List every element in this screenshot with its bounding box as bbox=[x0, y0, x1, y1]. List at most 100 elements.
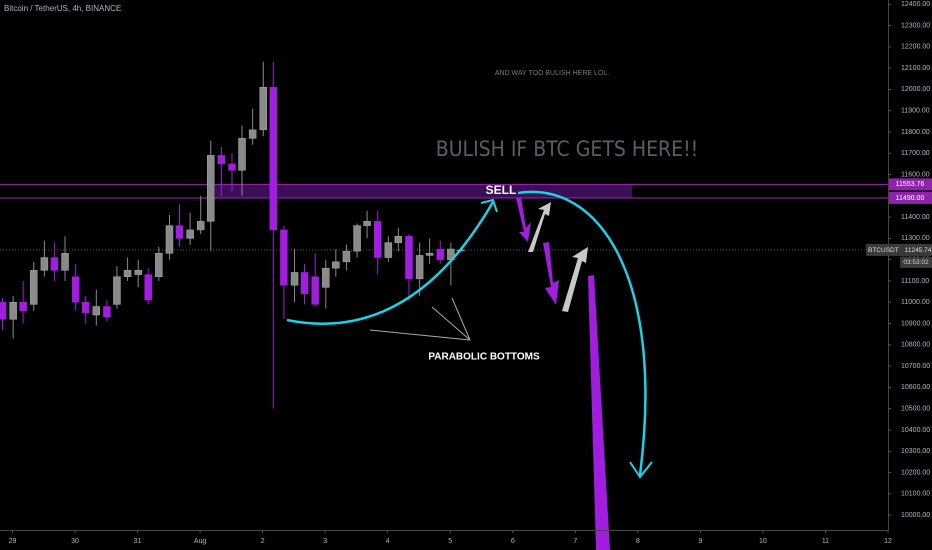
price-tag bbox=[889, 191, 932, 204]
countdown: 03:53:02 bbox=[903, 259, 929, 266]
candle-body bbox=[113, 276, 121, 305]
candle-body bbox=[384, 242, 393, 258]
y-tick-label: 12400.00 bbox=[901, 1, 930, 8]
up-arrow bbox=[562, 247, 588, 312]
y-tick-label: 10200.00 bbox=[901, 469, 930, 476]
x-tick-label: 11 bbox=[822, 538, 829, 545]
y-tick-label: 10900.00 bbox=[901, 320, 930, 327]
y-tick-label: 12100.00 bbox=[901, 65, 930, 72]
drop-curve bbox=[517, 190, 647, 476]
candle-body bbox=[165, 225, 174, 254]
annotation: PARABOLIC BOTTOMS bbox=[428, 352, 540, 363]
price-tag-label: 11490.00 bbox=[896, 195, 925, 202]
price-axis bbox=[888, 0, 932, 550]
y-tick-label: 11900.00 bbox=[901, 108, 930, 115]
candle-body bbox=[9, 301, 17, 320]
annotation: BULISH IF BTC GETS HERE!! bbox=[436, 137, 698, 161]
x-tick-label: 3 bbox=[323, 538, 327, 545]
y-tick-label: 10100.00 bbox=[901, 491, 930, 498]
drawings bbox=[286, 190, 653, 550]
candles bbox=[0, 61, 465, 409]
candle-body bbox=[363, 221, 371, 226]
y-tick-label: 10700.00 bbox=[901, 363, 930, 370]
up-arrow bbox=[528, 202, 551, 252]
arrow-head bbox=[629, 461, 653, 479]
candle-body bbox=[248, 129, 257, 139]
price-tag bbox=[889, 178, 932, 191]
candle-body bbox=[81, 301, 90, 314]
candle-body bbox=[342, 250, 351, 263]
chart-title: Bitcoin / TetherUS, 4h, BINANCE bbox=[4, 4, 121, 13]
y-tick-label: 11100.00 bbox=[901, 278, 929, 285]
x-tick-label: 8 bbox=[636, 538, 640, 545]
candle-body bbox=[332, 261, 340, 269]
candle-body bbox=[311, 276, 319, 305]
candle-body bbox=[206, 155, 215, 222]
y-tick-label: 11700.00 bbox=[901, 150, 930, 157]
annotation: SELL bbox=[486, 183, 517, 197]
price-zone bbox=[215, 184, 632, 198]
candle-body bbox=[50, 257, 59, 271]
candle-body bbox=[103, 306, 111, 318]
pointer-lines bbox=[369, 297, 471, 341]
x-tick-label: 4 bbox=[386, 538, 390, 545]
candle-body bbox=[40, 257, 49, 271]
countdown-tag bbox=[900, 256, 932, 268]
big-down-arrow bbox=[588, 275, 610, 550]
y-tick-label: 12300.00 bbox=[901, 22, 930, 29]
candle-body bbox=[415, 255, 424, 280]
x-tick-label: Aug bbox=[194, 538, 207, 545]
candle-body bbox=[394, 236, 403, 243]
annotation: AND WAY TOO BULISH HERE LOL. bbox=[495, 70, 609, 77]
candle-body bbox=[322, 267, 330, 288]
candle-body bbox=[134, 270, 142, 275]
y-tick-label: 11800.00 bbox=[901, 129, 930, 136]
candle-body bbox=[228, 163, 236, 171]
candle-body bbox=[269, 87, 278, 231]
y-tick-label: 10800.00 bbox=[901, 342, 930, 349]
last-price-label: BTCUSDT 11245.74 bbox=[868, 247, 932, 254]
candle-body bbox=[92, 306, 101, 316]
candle-body bbox=[373, 221, 382, 258]
candle-body bbox=[30, 270, 38, 305]
x-tick-label: 2 bbox=[261, 538, 265, 545]
candle-body bbox=[123, 270, 132, 277]
candle-body bbox=[290, 272, 299, 286]
down-arrow bbox=[516, 197, 531, 242]
candle-body bbox=[436, 248, 444, 260]
candle-body bbox=[175, 225, 184, 239]
price-tag-label: 11553.76 bbox=[896, 181, 925, 188]
candle-body bbox=[353, 225, 361, 252]
candle-body bbox=[217, 155, 226, 165]
candle-body bbox=[280, 229, 288, 286]
y-tick-label: 10000.00 bbox=[901, 512, 930, 519]
y-tick-label: 10500.00 bbox=[901, 406, 930, 413]
x-tick-label: 9 bbox=[698, 538, 702, 545]
candle-body bbox=[186, 229, 194, 239]
candle-body bbox=[425, 253, 434, 256]
x-tick-label: 30 bbox=[71, 538, 79, 545]
y-tick-label: 11600.00 bbox=[901, 171, 930, 178]
down-arrow bbox=[543, 242, 559, 305]
y-tick-label: 10400.00 bbox=[901, 427, 930, 434]
candle-body bbox=[238, 138, 246, 171]
last-price-tag bbox=[866, 243, 932, 256]
x-tick-label: 6 bbox=[511, 538, 515, 545]
y-tick-label: 10600.00 bbox=[901, 384, 930, 391]
x-tick-label: 29 bbox=[9, 538, 17, 545]
symbol: BTCUSDT bbox=[868, 247, 899, 254]
y-tick-label: 12000.00 bbox=[901, 86, 930, 93]
candle-body bbox=[405, 236, 413, 280]
candle-body bbox=[71, 276, 80, 303]
y-tick-label: 11300.00 bbox=[901, 235, 930, 242]
y-tick-label: 11000.00 bbox=[901, 299, 930, 306]
y-tick-label: 11400.00 bbox=[901, 214, 930, 221]
candle-body bbox=[155, 253, 163, 277]
candle-body bbox=[196, 221, 205, 231]
price: 11245.74 bbox=[905, 247, 932, 254]
x-tick-label: 31 bbox=[134, 538, 142, 545]
candle-body bbox=[259, 87, 268, 131]
